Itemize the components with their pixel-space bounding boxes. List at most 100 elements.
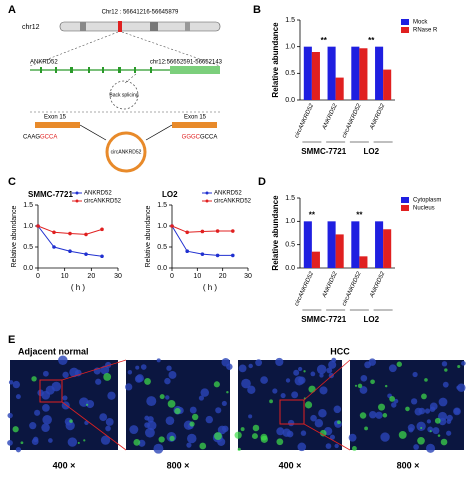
stain bbox=[167, 399, 176, 408]
junction: GGGC bbox=[182, 135, 201, 141]
nucleus bbox=[164, 377, 171, 385]
nucleus bbox=[51, 381, 62, 392]
stain bbox=[260, 435, 268, 443]
exon-label: Exon 15 bbox=[184, 115, 207, 121]
stain bbox=[303, 370, 306, 373]
nucleus bbox=[34, 409, 41, 416]
nucleus bbox=[438, 417, 447, 426]
stain bbox=[421, 393, 427, 400]
panel-label: C bbox=[8, 176, 16, 188]
nucleus bbox=[461, 361, 466, 366]
nucleus bbox=[369, 410, 377, 419]
nucleus bbox=[144, 422, 150, 428]
stain bbox=[308, 385, 316, 393]
stain bbox=[86, 403, 89, 406]
y-tick-label: 0.0 bbox=[285, 97, 295, 104]
x-tick-label: circANKRD52 bbox=[294, 102, 315, 139]
nucleus bbox=[217, 425, 227, 435]
nucleus bbox=[241, 378, 251, 389]
point bbox=[68, 231, 72, 236]
zoom-box bbox=[279, 399, 305, 425]
group-label: SMMC-7721 bbox=[301, 315, 346, 324]
bar bbox=[359, 256, 368, 268]
nucleus bbox=[310, 371, 316, 377]
y-tick-label: 0.5 bbox=[157, 244, 167, 251]
exon-box bbox=[172, 122, 217, 128]
nucleus bbox=[85, 399, 95, 409]
nucleus bbox=[424, 408, 431, 414]
stain bbox=[319, 429, 327, 437]
nucleus bbox=[326, 367, 333, 374]
nucleus bbox=[146, 396, 157, 407]
nucleus bbox=[15, 446, 22, 453]
panel-label: A bbox=[8, 4, 16, 16]
arrow bbox=[145, 124, 173, 141]
y-axis-label: Relative abundance bbox=[145, 205, 152, 267]
stain bbox=[429, 430, 432, 433]
chromosome: chr12 bbox=[22, 24, 40, 31]
nucleus bbox=[426, 419, 432, 424]
stain bbox=[382, 413, 388, 418]
nucleus bbox=[140, 364, 147, 370]
stain bbox=[444, 368, 448, 372]
nucleus bbox=[248, 363, 253, 369]
stain bbox=[359, 412, 367, 419]
significance: ** bbox=[321, 36, 328, 45]
x-tick-label: circANKRD52 bbox=[294, 270, 315, 307]
legend-label: circANKRD52 bbox=[214, 199, 252, 205]
magnification: 400 × bbox=[279, 460, 302, 470]
legend-swatch bbox=[205, 191, 209, 195]
nucleus bbox=[334, 443, 339, 449]
point bbox=[215, 253, 220, 258]
zoom-line bbox=[303, 423, 351, 451]
nucleus bbox=[282, 428, 291, 437]
nucleus bbox=[187, 433, 197, 444]
x-tick-label: 0 bbox=[170, 273, 174, 280]
stain bbox=[144, 378, 151, 385]
zoom-box bbox=[39, 379, 63, 403]
x-axis-label: ( h ) bbox=[71, 283, 86, 292]
legend-label: Cytoplasm bbox=[413, 198, 441, 204]
stain bbox=[357, 383, 363, 389]
stain bbox=[158, 436, 165, 443]
stain bbox=[226, 390, 229, 394]
bar bbox=[327, 221, 336, 268]
stain bbox=[69, 419, 73, 423]
legend-label: ANKRD52 bbox=[214, 191, 242, 197]
nucleus bbox=[325, 443, 332, 449]
point bbox=[100, 227, 104, 232]
y-tick-label: 0.0 bbox=[285, 265, 295, 272]
exons bbox=[40, 66, 220, 74]
nucleus bbox=[364, 361, 372, 369]
nucleus bbox=[41, 390, 51, 400]
stain bbox=[440, 438, 448, 446]
y-tick-label: 1.5 bbox=[157, 202, 167, 209]
point bbox=[200, 229, 205, 234]
bar bbox=[375, 46, 384, 100]
x-tick-label: 10 bbox=[61, 273, 69, 280]
nucleus bbox=[99, 413, 108, 422]
nucleus bbox=[41, 423, 50, 432]
nucleus bbox=[316, 364, 327, 375]
nucleus bbox=[446, 419, 452, 424]
y-tick-label: 0.5 bbox=[23, 244, 33, 251]
y-tick-label: 1.0 bbox=[23, 223, 33, 230]
nucleus bbox=[15, 394, 21, 400]
circ-label: circANKRD52 bbox=[111, 149, 142, 155]
x-tick-label: 30 bbox=[244, 273, 252, 280]
nucleus bbox=[418, 407, 426, 415]
nucleus bbox=[319, 386, 328, 395]
x-tick-label: 20 bbox=[87, 273, 95, 280]
legend-swatch bbox=[205, 199, 209, 203]
point bbox=[215, 229, 220, 233]
panel-e: E Adjacent normal HCC 400 × 800 × 400 × … bbox=[8, 334, 419, 470]
stain bbox=[191, 413, 199, 421]
nucleus bbox=[65, 421, 75, 431]
stain bbox=[405, 406, 410, 412]
stain bbox=[251, 433, 258, 440]
nucleus bbox=[8, 380, 14, 385]
stain bbox=[269, 399, 273, 404]
y-tick-label: 1.5 bbox=[23, 202, 33, 209]
y-tick-label: 0.0 bbox=[157, 265, 167, 272]
band bbox=[150, 22, 158, 31]
